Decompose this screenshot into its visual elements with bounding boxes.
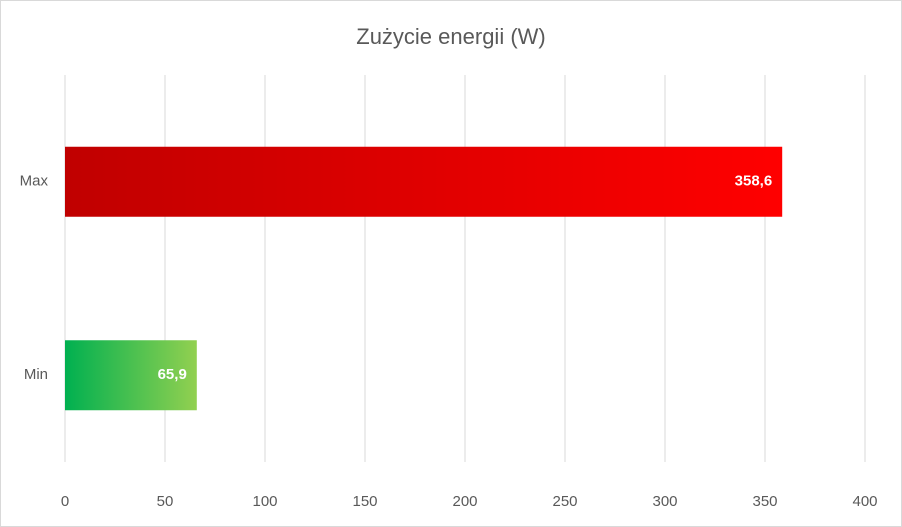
bar <box>65 340 197 411</box>
y-tick-label: Max <box>20 173 49 190</box>
x-tick-label: 400 <box>852 493 877 510</box>
x-tick-label: 150 <box>352 493 377 510</box>
x-tick-label: 100 <box>252 493 277 510</box>
chart-title: Zużycie energii (W) <box>356 24 545 49</box>
bar <box>65 146 783 217</box>
data-label: 65,9 <box>158 366 187 383</box>
x-tick-label: 350 <box>752 493 777 510</box>
x-tick-label: 0 <box>61 493 69 510</box>
x-tick-label: 250 <box>552 493 577 510</box>
x-tick-label: 200 <box>452 493 477 510</box>
data-label: 358,6 <box>735 173 773 190</box>
y-tick-label: Min <box>24 366 48 383</box>
x-tick-label: 50 <box>157 493 174 510</box>
x-tick-label: 300 <box>652 493 677 510</box>
